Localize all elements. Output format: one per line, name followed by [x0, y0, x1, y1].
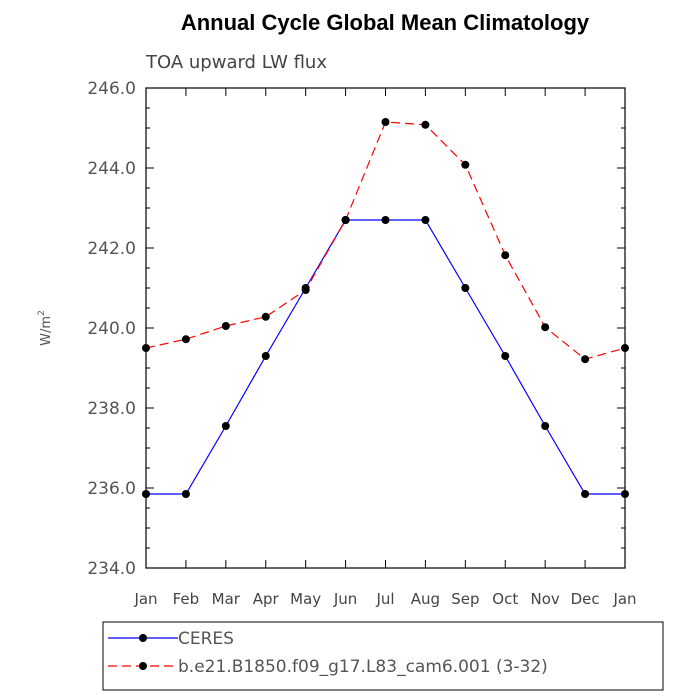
series-2-point	[581, 355, 590, 364]
chart-title: Annual Cycle Global Mean Climatology	[181, 10, 590, 35]
y-tick-label: 242.0	[87, 239, 136, 259]
series-2-point	[221, 322, 230, 330]
x-tick-label: Apr	[253, 590, 280, 608]
series-2-point	[421, 120, 430, 129]
x-tick-label: May	[290, 590, 321, 608]
x-tick-label: Jan	[612, 590, 636, 608]
x-tick-label: Sep	[451, 590, 479, 608]
x-tick-label: Mar	[212, 590, 241, 608]
series-1-point	[581, 490, 590, 498]
y-tick-label: 234.0	[87, 559, 136, 579]
series-2-point	[142, 344, 150, 352]
chart-subtitle: TOA upward LW flux	[145, 52, 327, 73]
series-2-point	[301, 286, 310, 294]
series-2-point	[621, 344, 629, 352]
series-1-point	[181, 490, 190, 498]
x-tick-label: Jun	[333, 590, 357, 608]
series-1-point	[142, 490, 150, 498]
series-2-point	[381, 118, 390, 126]
series-line-1	[146, 219, 625, 495]
series-1-point	[461, 284, 470, 292]
series-2-point	[261, 312, 270, 321]
series-1-point	[221, 422, 230, 430]
series-2-point	[341, 216, 350, 224]
legend: CERES b.e21.B1850.f09_g17.L83_cam6.001 (3…	[102, 621, 664, 691]
legend-label-1: CERES	[178, 629, 234, 649]
series-2-point	[541, 323, 550, 332]
x-tick-label: Jan	[133, 590, 157, 608]
legend-box	[102, 621, 664, 691]
legend-marker-1	[139, 634, 147, 642]
y-axis-label-unit: W/m	[39, 316, 54, 346]
legend-marker-2	[139, 662, 147, 670]
series-1-point	[501, 352, 510, 360]
plot-area: 234.0 236.0 238.0 240.0 242.0 244.0 246.0 Jan Fe…	[87, 79, 636, 608]
series-1-point	[421, 216, 430, 224]
series-2-point	[181, 335, 190, 344]
series-2-point	[461, 160, 470, 169]
y-tick-label: 236.0	[87, 479, 136, 499]
legend-label-2: b.e21.B1850.f09_g17.L83_cam6.001 (3-32)	[178, 657, 548, 677]
x-tick-label: Aug	[411, 590, 440, 608]
y-tick-label: 240.0	[87, 319, 136, 339]
series-1-point	[621, 490, 629, 498]
series-1-point	[541, 422, 550, 430]
y-axis-label-superscript: 2	[37, 310, 47, 316]
x-tick-label: Oct	[492, 590, 518, 608]
series-1-point	[381, 216, 390, 224]
y-tick-label: 246.0	[87, 79, 136, 99]
x-tick-label: Feb	[173, 590, 200, 608]
y-axis-label: W/m2	[37, 310, 54, 346]
plot-frame	[145, 87, 626, 569]
series-2-point	[501, 251, 510, 260]
series-line-2	[145, 121, 626, 360]
y-tick-label: 238.0	[87, 399, 136, 419]
x-tick-label: Jul	[375, 590, 394, 608]
series-1-point	[261, 352, 270, 360]
x-tick-label: Nov	[531, 590, 560, 608]
y-tick-label: 244.0	[87, 159, 136, 179]
x-tick-label: Dec	[571, 590, 600, 608]
